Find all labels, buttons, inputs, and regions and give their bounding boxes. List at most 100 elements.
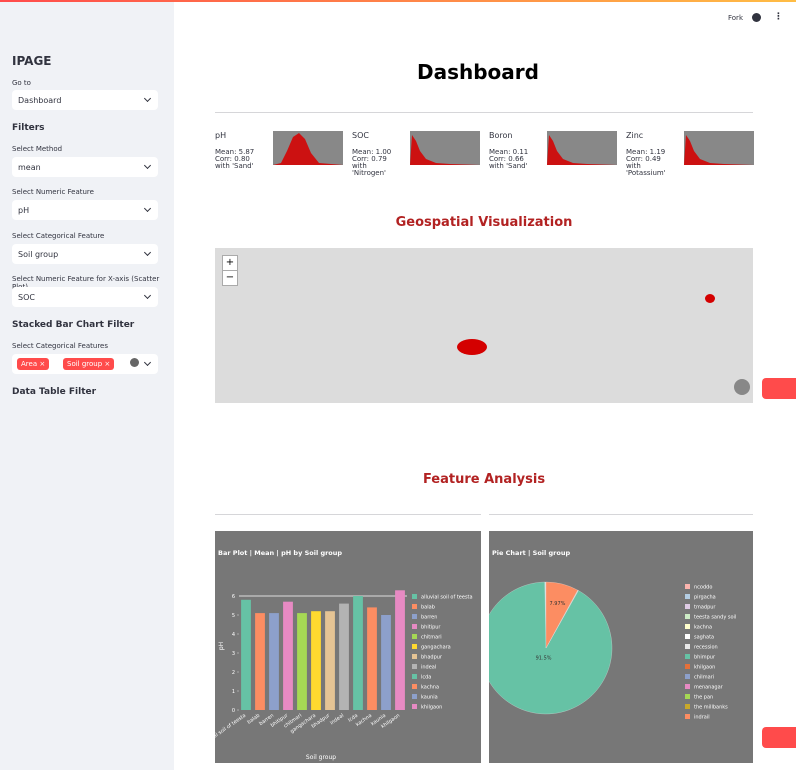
bar	[325, 611, 335, 710]
legend-label: chitmari	[421, 635, 442, 641]
legend-label: chilmari	[694, 675, 714, 681]
bar	[395, 590, 405, 710]
multiselect[interactable]: Area × Soil group ×	[12, 354, 158, 374]
legend-label: teesta sandy soil	[694, 615, 736, 621]
metric-text: Corr: 0.80	[215, 155, 250, 163]
pie-slice	[489, 581, 613, 715]
map[interactable]: + −	[215, 248, 753, 403]
bar	[297, 613, 307, 710]
x-tick-label: kachna	[355, 713, 373, 728]
y-tick-label: 3	[232, 651, 235, 657]
bar	[367, 607, 377, 710]
clear-icon[interactable]	[130, 358, 139, 367]
legend-label: alluvial soil of teesta	[421, 595, 473, 601]
divider	[215, 514, 481, 515]
zoom-out[interactable]: −	[222, 270, 238, 286]
y-tick-label: 4	[232, 632, 235, 638]
section-title: Feature Analysis	[422, 472, 546, 487]
legend-swatch	[685, 674, 690, 679]
sparkline	[547, 131, 617, 165]
legend-label: kachna	[694, 625, 712, 631]
x-axis-label: Soil group	[306, 754, 336, 761]
legend-label: indrail	[694, 715, 710, 721]
menu-icon[interactable]: ⋮	[774, 12, 783, 22]
legend-swatch	[412, 634, 417, 639]
chart-title: Pie Chart | Soil group	[492, 549, 570, 558]
chart-title: Bar Plot | Mean | pH by Soil group	[218, 549, 342, 558]
legend-label: ncoddo	[694, 585, 712, 591]
legend-swatch	[685, 614, 690, 619]
bar	[339, 603, 349, 710]
metric-text: with 'Sand'	[215, 162, 254, 170]
sparkline	[410, 131, 480, 165]
github-icon[interactable]	[752, 13, 761, 22]
metric-text: with 'Sand'	[489, 162, 528, 170]
sidebar: IPAGE Go to Dashboard Filters Select Met…	[0, 2, 174, 770]
metric-text: Mean: 1.00	[352, 148, 392, 156]
legend-swatch	[685, 644, 690, 649]
fork-link[interactable]: Fork	[728, 14, 743, 22]
label: Go to	[12, 79, 31, 87]
legend-label: saghata	[694, 635, 714, 641]
crown-button[interactable]	[762, 378, 796, 399]
legend-swatch	[685, 714, 690, 719]
x-tick-label: lcda	[347, 713, 359, 724]
legend-label: tmadpur	[694, 605, 716, 611]
bar	[353, 596, 363, 710]
pie-slice	[545, 581, 578, 649]
legend-label: indeal	[421, 665, 436, 671]
y-tick-label: 6	[232, 594, 235, 600]
metric-label: Boron	[489, 131, 513, 140]
legend-label: barren	[421, 615, 437, 621]
bar	[255, 613, 265, 710]
label: Select Categorical Features	[12, 342, 109, 350]
sparkline-shape	[410, 135, 480, 165]
y-tick-label: 1	[232, 689, 235, 695]
tag[interactable]: Area ×	[17, 358, 50, 370]
legend-label: gangachara	[421, 645, 451, 651]
legend-label: bhadpur	[421, 655, 443, 661]
heading: Stacked Bar Chart Filter	[12, 320, 135, 330]
bar-chart: Bar Plot | Mean | pH by Soil group 0 1 2 3 4 5…	[215, 531, 481, 763]
metric-label: Zinc	[626, 131, 644, 140]
section-title: Geospatial Visualization	[395, 215, 573, 230]
legend-swatch	[412, 664, 417, 669]
metric-text: Corr: 0.49	[626, 155, 661, 163]
legend-label: pirgacha	[694, 595, 716, 601]
heading: Data Table Filter	[12, 387, 97, 397]
select[interactable]: Soil group	[12, 244, 158, 264]
legend-swatch	[412, 624, 417, 629]
zoom-in[interactable]: +	[222, 255, 238, 271]
metric-label: pH	[215, 131, 227, 140]
top-accent	[0, 0, 796, 2]
bar	[241, 599, 251, 710]
bar	[311, 611, 321, 710]
select[interactable]: mean	[12, 157, 158, 177]
select[interactable]: pH	[12, 200, 158, 220]
legend-label: recession	[694, 645, 718, 651]
legend-label: menanagar	[694, 685, 724, 691]
legend-swatch	[412, 654, 417, 659]
metric-text: with 'Potassium'	[626, 162, 666, 177]
legend-label: the pan	[694, 695, 713, 701]
label: Select Method	[12, 145, 63, 153]
select[interactable]: SOC	[12, 287, 158, 307]
tag[interactable]: Soil group ×	[63, 358, 115, 370]
map-cluster	[457, 339, 487, 355]
crown-button[interactable]	[762, 727, 796, 748]
select[interactable]: Dashboard	[12, 90, 158, 110]
map-point	[705, 294, 715, 303]
legend-swatch	[412, 614, 417, 619]
legend-label: bhitipur	[421, 625, 441, 631]
bar	[269, 613, 279, 710]
metric-text: Mean: 0.11	[489, 148, 529, 156]
legend-swatch	[685, 594, 690, 599]
legend-swatch	[685, 604, 690, 609]
bar	[381, 615, 391, 710]
avatar	[734, 379, 750, 395]
bar	[283, 601, 293, 710]
tag-text: Soil group	[67, 360, 103, 368]
legend-label: lcda	[421, 675, 431, 681]
tag-text: Area	[21, 360, 38, 368]
